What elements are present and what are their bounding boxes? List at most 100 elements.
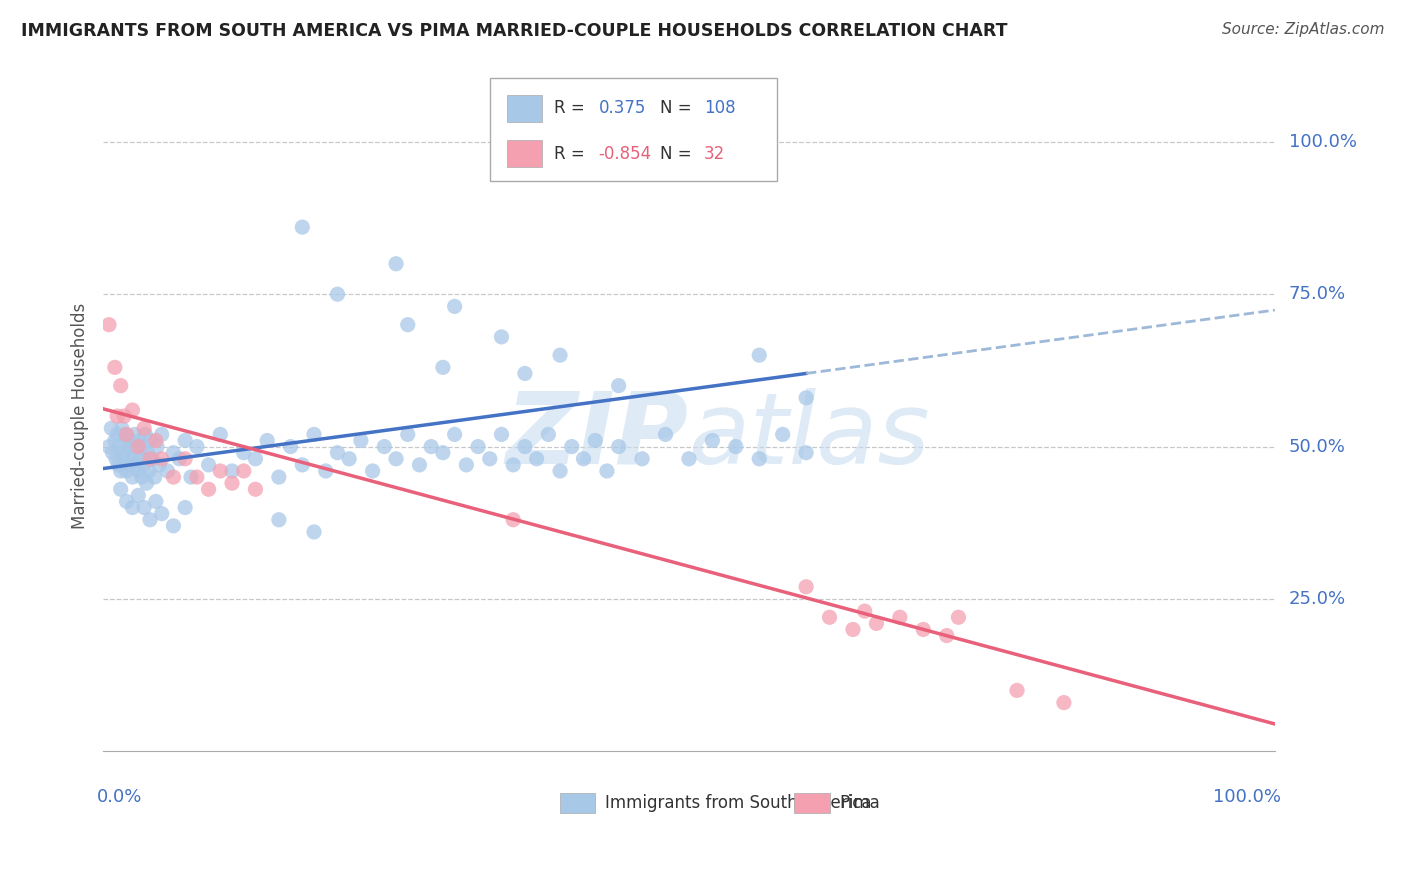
- Point: [596, 464, 619, 478]
- Point: [127, 488, 149, 502]
- Point: [537, 427, 560, 442]
- Point: [146, 440, 169, 454]
- Point: [256, 434, 278, 448]
- Point: [134, 500, 156, 515]
- Text: 100.0%: 100.0%: [1289, 133, 1357, 151]
- Point: [607, 378, 630, 392]
- Point: [548, 348, 571, 362]
- Point: [396, 318, 419, 332]
- Text: Immigrants from South America: Immigrants from South America: [605, 794, 872, 812]
- Point: [607, 440, 630, 454]
- FancyBboxPatch shape: [508, 140, 543, 167]
- Text: Source: ZipAtlas.com: Source: ZipAtlas.com: [1222, 22, 1385, 37]
- Point: [105, 409, 128, 424]
- Text: IMMIGRANTS FROM SOUTH AMERICA VS PIMA MARRIED-COUPLE HOUSEHOLDS CORRELATION CHAR: IMMIGRANTS FROM SOUTH AMERICA VS PIMA MA…: [21, 22, 1008, 40]
- Point: [889, 610, 911, 624]
- Point: [197, 458, 219, 472]
- Point: [105, 451, 128, 466]
- Point: [209, 464, 232, 478]
- Point: [702, 434, 724, 448]
- Point: [100, 421, 122, 435]
- Point: [326, 446, 349, 460]
- Point: [385, 257, 408, 271]
- Point: [1005, 683, 1028, 698]
- Point: [467, 440, 489, 454]
- Point: [122, 440, 145, 454]
- Point: [209, 427, 232, 442]
- Point: [121, 470, 143, 484]
- Point: [136, 446, 159, 460]
- Point: [443, 427, 465, 442]
- Point: [104, 434, 127, 448]
- Point: [302, 427, 325, 442]
- Text: 75.0%: 75.0%: [1289, 285, 1346, 303]
- Point: [432, 446, 454, 460]
- Point: [842, 623, 865, 637]
- Point: [127, 464, 149, 478]
- Point: [139, 513, 162, 527]
- Point: [127, 446, 149, 460]
- Point: [162, 519, 184, 533]
- Text: -0.854: -0.854: [599, 145, 652, 163]
- Point: [326, 287, 349, 301]
- FancyBboxPatch shape: [794, 793, 830, 813]
- Point: [748, 451, 770, 466]
- Point: [124, 427, 146, 442]
- Text: 0.0%: 0.0%: [97, 789, 142, 806]
- Point: [631, 451, 654, 466]
- Point: [127, 440, 149, 454]
- Point: [174, 434, 197, 448]
- Point: [131, 470, 153, 484]
- FancyBboxPatch shape: [560, 793, 595, 813]
- Point: [162, 446, 184, 460]
- Point: [112, 446, 135, 460]
- Point: [115, 427, 138, 442]
- Point: [110, 464, 132, 478]
- Point: [361, 464, 384, 478]
- Point: [513, 367, 536, 381]
- Point: [98, 318, 121, 332]
- Point: [232, 464, 254, 478]
- Point: [818, 610, 841, 624]
- Point: [156, 464, 179, 478]
- Point: [150, 451, 173, 466]
- Point: [197, 483, 219, 497]
- Point: [513, 440, 536, 454]
- Point: [186, 440, 208, 454]
- Point: [143, 470, 166, 484]
- Point: [108, 440, 131, 454]
- Point: [120, 451, 142, 466]
- Point: [1053, 696, 1076, 710]
- Point: [232, 446, 254, 460]
- Point: [150, 507, 173, 521]
- Text: 25.0%: 25.0%: [1289, 590, 1346, 608]
- Point: [132, 440, 155, 454]
- Point: [794, 446, 817, 460]
- Point: [526, 451, 548, 466]
- Point: [128, 434, 150, 448]
- Point: [174, 451, 197, 466]
- Text: R =: R =: [554, 145, 591, 163]
- Text: 50.0%: 50.0%: [1289, 438, 1346, 456]
- Point: [112, 451, 135, 466]
- Point: [724, 440, 747, 454]
- Point: [654, 427, 676, 442]
- Point: [267, 513, 290, 527]
- Point: [139, 434, 162, 448]
- Point: [104, 360, 127, 375]
- Point: [912, 623, 935, 637]
- FancyBboxPatch shape: [489, 78, 778, 181]
- Point: [456, 458, 478, 472]
- Point: [794, 391, 817, 405]
- Point: [548, 464, 571, 478]
- Point: [935, 629, 957, 643]
- Point: [135, 476, 157, 491]
- Point: [491, 330, 513, 344]
- Point: [350, 434, 373, 448]
- Point: [373, 440, 395, 454]
- Point: [478, 451, 501, 466]
- Point: [139, 451, 162, 466]
- Point: [145, 434, 167, 448]
- Point: [169, 451, 191, 466]
- Point: [865, 616, 887, 631]
